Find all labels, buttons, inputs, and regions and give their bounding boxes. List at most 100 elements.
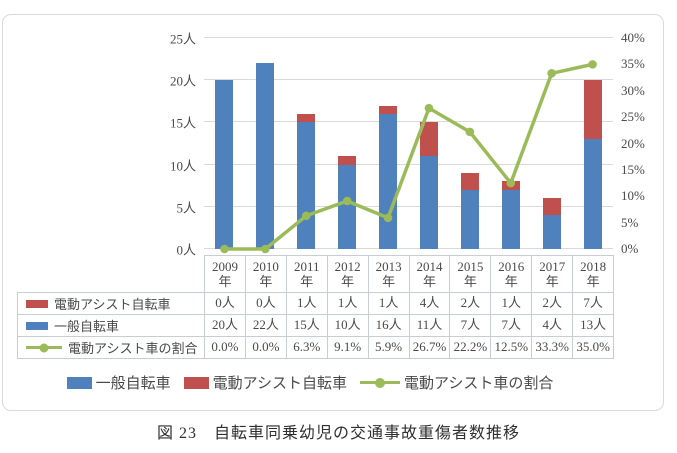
ratio-line-marker bbox=[547, 69, 556, 78]
table-year-cell: 2017 年 bbox=[532, 255, 574, 292]
blue-bar-swatch-icon bbox=[26, 321, 48, 330]
table-year-cell: 2010 年 bbox=[245, 255, 287, 292]
year-text: 2012 bbox=[334, 259, 361, 274]
table-value-cell: 10人 bbox=[328, 315, 369, 336]
left-axis-tick-label: 10人 bbox=[169, 158, 196, 174]
table-body: 電動アシスト自転車 0人 0人 1人 1人 1人 4人 2人 1人 2人 7人 一般自転車 20人 22人… bbox=[17, 292, 614, 359]
year-suffix: 年 bbox=[545, 274, 559, 289]
green-line-dot-icon bbox=[39, 343, 49, 352]
left-y-axis: 0人 5人 10人 15人 20人 25人 bbox=[0, 32, 196, 258]
legend-item-label: 電動アシスト車の割合 bbox=[404, 376, 554, 392]
year-text: 2014 bbox=[416, 259, 443, 274]
table-value-cell: 0人 bbox=[246, 293, 287, 314]
right-y-axis: 0% 5% 10% 15% 20% 25% 30% 35% 40% bbox=[621, 30, 675, 256]
year-suffix: 年 bbox=[586, 274, 600, 289]
table-value-cell: 6.3% bbox=[287, 337, 328, 358]
year-text: 2010 bbox=[252, 259, 279, 274]
table-row: 電動アシスト車の割合 0.0% 0.0% 6.3% 9.1% 5.9% 26.7% 22.2%… bbox=[18, 337, 613, 358]
bar-electric-assist-bicycle bbox=[379, 105, 398, 114]
table-value-cell: 1人 bbox=[328, 293, 369, 314]
bar-electric-assist-bicycle bbox=[460, 173, 479, 190]
green-line-marker-icon bbox=[26, 343, 62, 352]
table-value-cell: 7人 bbox=[583, 295, 603, 310]
table-row-label-text: 一般自転車 bbox=[54, 319, 120, 334]
right-axis-tick-label: 5% bbox=[621, 214, 639, 230]
year-suffix: 年 bbox=[422, 274, 436, 289]
year-suffix: 年 bbox=[504, 274, 518, 289]
bar-general-bicycle bbox=[460, 189, 479, 249]
gridline bbox=[204, 205, 613, 207]
right-axis-tick-label: 25% bbox=[621, 109, 645, 125]
right-axis-tick-label: 30% bbox=[621, 82, 645, 98]
gridline bbox=[204, 248, 613, 249]
ratio-line-marker bbox=[424, 103, 434, 113]
table-value-cell: 2人 bbox=[532, 293, 574, 314]
table-value-cell: 2人 bbox=[450, 293, 492, 314]
legend-item: 電動アシスト自転車 bbox=[183, 372, 347, 393]
table-value-cell: 9.1% bbox=[328, 337, 369, 358]
legend-bar-swatch-icon bbox=[183, 376, 209, 389]
table-value-cell: 1人 bbox=[491, 293, 533, 314]
table-value-cell: 7人 bbox=[450, 315, 492, 336]
bar-electric-assist-bicycle bbox=[338, 156, 357, 165]
year-text: 2017 bbox=[539, 259, 566, 274]
table-value-cell: 0人 bbox=[205, 293, 246, 314]
year-text: 2015 bbox=[457, 259, 484, 274]
legend-item-label: 電動アシスト自転車 bbox=[212, 376, 347, 392]
table-value-cell: 4人 bbox=[410, 293, 451, 314]
year-suffix: 年 bbox=[341, 274, 355, 289]
chart-legend: 一般自転車 電動アシスト自転車 電動アシスト車の割合 bbox=[0, 372, 620, 393]
bar-general-bicycle bbox=[583, 139, 602, 249]
legend-line-marker-icon bbox=[360, 377, 400, 388]
table-value-cell: 22人 bbox=[246, 315, 287, 336]
right-axis-tick-label: 40% bbox=[621, 30, 645, 45]
bar-general-bicycle bbox=[256, 63, 275, 249]
table-value-cell: 4人 bbox=[532, 315, 574, 336]
table-row-label: 電動アシスト自転車 bbox=[18, 293, 205, 314]
table-year-header-row: 2009 年 2010 年 2011 年 2012 年 2013 年 2014 年 2015 年 2016 年… bbox=[204, 255, 615, 292]
table-value-cell: 16人 bbox=[369, 315, 410, 336]
right-axis-tick-label: 10% bbox=[621, 188, 645, 204]
year-text: 2011 bbox=[294, 259, 320, 274]
table-value-cell: 26.7% bbox=[410, 337, 451, 358]
table-value-cell: 35.0% bbox=[576, 339, 610, 354]
ratio-line-marker bbox=[465, 127, 475, 137]
table-row: 一般自転車 20人 22人 15人 10人 16人 11人 7人 7人 4人 13人 bbox=[18, 315, 613, 337]
table-value-cell: 7人 bbox=[491, 315, 533, 336]
ratio-line-marker bbox=[342, 196, 352, 206]
bar-general-bicycle bbox=[338, 164, 357, 249]
year-text: 2018 bbox=[580, 259, 607, 274]
year-text: 2016 bbox=[498, 259, 525, 274]
table-year-cell: 2016 年 bbox=[491, 255, 533, 292]
bar-general-bicycle bbox=[542, 215, 561, 249]
ratio-line-marker bbox=[588, 60, 597, 69]
bar-general-bicycle bbox=[215, 80, 234, 249]
table-year-cell: 2012 年 bbox=[327, 255, 369, 292]
ratio-line-marker bbox=[301, 211, 311, 221]
table-value-cell: 33.3% bbox=[532, 337, 574, 358]
bar-general-bicycle bbox=[419, 156, 438, 249]
table-value-cell: 1人 bbox=[287, 293, 328, 314]
left-axis-tick-label: 5人 bbox=[176, 200, 196, 216]
bar-electric-assist-bicycle bbox=[542, 198, 561, 216]
bar-general-bicycle bbox=[501, 189, 520, 249]
year-suffix: 年 bbox=[382, 274, 396, 289]
plot-area bbox=[204, 37, 613, 254]
table-value-cell: 11人 bbox=[410, 315, 451, 336]
ratio-line bbox=[224, 62, 593, 251]
table-row-label: 一般自転車 bbox=[18, 315, 205, 336]
legend-line-dot-icon bbox=[375, 377, 385, 388]
ratio-line-marker bbox=[506, 178, 516, 188]
table-value-cell: 12.5% bbox=[491, 337, 533, 358]
right-axis-tick-label: 20% bbox=[621, 135, 645, 151]
table-value-cell: 20人 bbox=[205, 315, 246, 336]
year-text: 2013 bbox=[375, 259, 402, 274]
right-axis-tick-label: 35% bbox=[621, 56, 645, 72]
table-row-label: 電動アシスト車の割合 bbox=[18, 337, 205, 358]
legend-item-label: 一般自転車 bbox=[95, 376, 171, 392]
year-text: 2009 bbox=[211, 259, 238, 274]
table-year-cell: 2014 年 bbox=[409, 255, 451, 292]
ratio-line-layer bbox=[220, 60, 597, 254]
table-row-label-text: 電動アシスト車の割合 bbox=[68, 341, 198, 356]
